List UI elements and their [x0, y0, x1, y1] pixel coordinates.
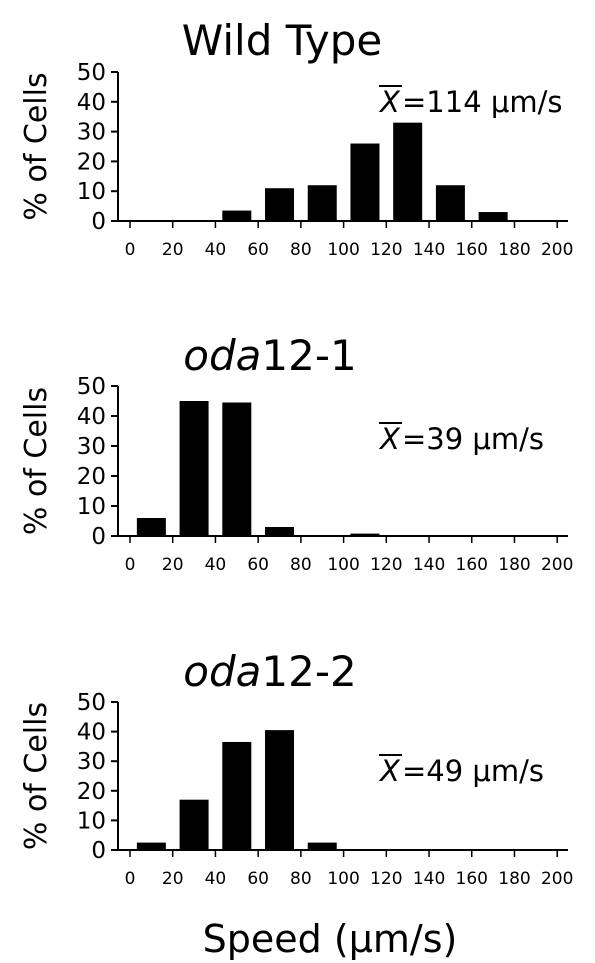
histogram-bar [478, 212, 508, 221]
panel-title: Wild Type [182, 16, 382, 65]
y-tick-label: 10 [77, 808, 106, 834]
y-tick-label: 0 [91, 838, 106, 864]
x-tick-label: 80 [290, 240, 312, 260]
mean-symbol: X [378, 422, 401, 456]
y-tick-label: 50 [77, 690, 106, 716]
x-tick-label: 120 [370, 869, 402, 889]
mean-label: =49 μm/s [402, 754, 544, 788]
x-tick-label: 0 [125, 869, 136, 889]
panel-2: oda12-1 % of Cells 0 10 20 30 40 50 0 20 40 60 80 100… [19, 331, 573, 575]
histogram-bar [307, 842, 337, 850]
mean-label: =39 μm/s [402, 422, 544, 456]
x-tick-label: 180 [498, 869, 530, 889]
histogram-bar [350, 143, 380, 221]
x-tick-label: 40 [205, 555, 227, 575]
x-tick-label: 40 [205, 240, 227, 260]
x-tick-label: 60 [247, 240, 269, 260]
y-tick-label: 30 [77, 434, 106, 460]
histogram-bar [265, 527, 295, 536]
y-tick-label: 20 [77, 149, 106, 175]
x-tick-label: 160 [456, 869, 488, 889]
histogram-bar [136, 518, 166, 536]
histogram-bar [350, 533, 380, 536]
x-tick-label: 180 [498, 555, 530, 575]
histogram-bar [222, 210, 252, 221]
x-tick-label: 140 [413, 555, 445, 575]
y-axis-label: % of Cells [19, 72, 54, 220]
histogram-bar [265, 730, 295, 850]
histogram-bar [307, 185, 337, 221]
x-tick-label: 120 [370, 240, 402, 260]
x-tick-label: 20 [162, 240, 184, 260]
panel-3: oda12-2 % of Cells 0 10 20 30 40 50 0 20 40 60 80 100… [19, 647, 573, 889]
histogram-bar [222, 741, 252, 850]
mean-symbol: X [378, 85, 401, 119]
histogram-bar [179, 401, 209, 536]
histogram-bar [393, 122, 423, 221]
y-tick-label: 0 [91, 524, 106, 550]
x-tick-label: 160 [456, 555, 488, 575]
y-tick-label: 20 [77, 779, 106, 805]
histogram-bar [136, 842, 166, 850]
x-tick-label: 0 [125, 240, 136, 260]
y-tick-label: 30 [77, 120, 106, 146]
x-tick-label: 40 [205, 869, 227, 889]
histogram-bar [435, 185, 465, 221]
y-tick-label: 10 [77, 179, 106, 205]
x-tick-label: 180 [498, 240, 530, 260]
y-tick-label: 50 [77, 60, 106, 86]
x-tick-label: 80 [290, 869, 312, 889]
x-tick-label: 100 [327, 869, 359, 889]
panel-title: oda12-1 [183, 331, 356, 380]
y-tick-label: 30 [77, 749, 106, 775]
histogram-bar [265, 188, 295, 221]
x-tick-label: 80 [290, 555, 312, 575]
y-tick-label: 40 [77, 90, 106, 116]
x-tick-label: 140 [413, 869, 445, 889]
y-tick-label: 50 [77, 374, 106, 400]
mean-symbol: X [378, 754, 401, 788]
y-tick-label: 10 [77, 494, 106, 520]
x-tick-label: 0 [125, 555, 136, 575]
y-tick-label: 0 [91, 209, 106, 235]
mean-label: =114 μm/s [402, 85, 562, 119]
x-tick-label: 60 [247, 869, 269, 889]
y-axis-label: % of Cells [19, 702, 54, 850]
y-tick-label: 40 [77, 720, 106, 746]
x-tick-label: 140 [413, 240, 445, 260]
x-tick-label: 200 [541, 869, 573, 889]
x-tick-label: 160 [456, 240, 488, 260]
histogram-bar [222, 402, 252, 536]
panel-1: Wild Type % of Cells 0 10 20 30 40 50 0 20 40 60 80 1… [19, 16, 573, 260]
x-tick-label: 20 [162, 869, 184, 889]
x-tick-label: 100 [327, 240, 359, 260]
histogram-panels: Wild Type % of Cells 0 10 20 30 40 50 0 20 40 60 80 1… [19, 16, 573, 889]
x-tick-label: 100 [327, 555, 359, 575]
x-tick-label: 120 [370, 555, 402, 575]
y-tick-label: 40 [77, 404, 106, 430]
x-tick-label: 200 [541, 555, 573, 575]
histogram-bar [179, 799, 209, 850]
y-axis-label: % of Cells [19, 387, 54, 535]
y-tick-label: 20 [77, 464, 106, 490]
panel-title: oda12-2 [183, 647, 356, 696]
x-tick-label: 60 [247, 555, 269, 575]
x-axis-label: Speed (μm/s) [203, 917, 458, 961]
x-tick-label: 20 [162, 555, 184, 575]
x-tick-label: 200 [541, 240, 573, 260]
